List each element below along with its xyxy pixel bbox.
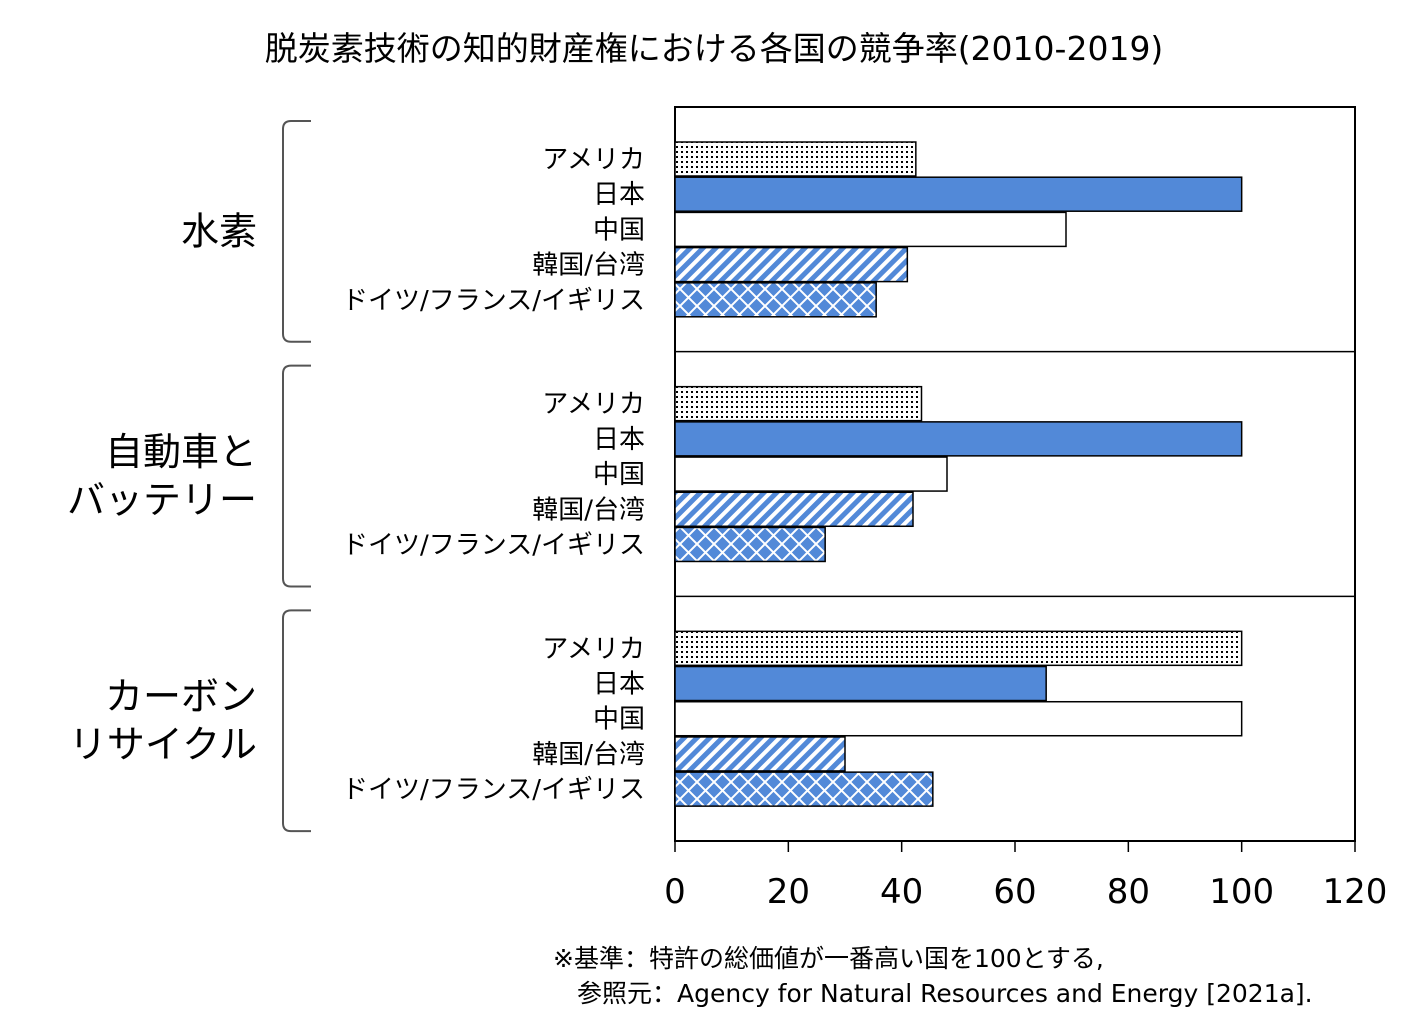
- note-criteria: ※基準：特許の総価値が一番高い国を100とする,: [553, 944, 1104, 973]
- bar: [674, 421, 1243, 457]
- bar: [674, 246, 909, 283]
- bar: [674, 665, 1047, 702]
- x-tick-label: 40: [880, 872, 923, 912]
- x-tick-label: 100: [1209, 872, 1274, 912]
- category-label: 中国: [593, 215, 645, 245]
- category-label: ドイツ/フランス/イギリス: [342, 530, 645, 560]
- category-label: 日本: [593, 180, 645, 210]
- x-tick-label: 20: [767, 872, 810, 912]
- bar: [674, 736, 846, 772]
- category-label: 韓国/台湾: [532, 495, 645, 525]
- group-label: カーボン: [105, 675, 257, 719]
- bar: [674, 700, 1243, 737]
- category-label: アメリカ: [542, 390, 645, 420]
- bar: [674, 211, 1067, 248]
- group-label: 水素: [181, 209, 257, 253]
- category-label: 日本: [593, 425, 645, 455]
- bar: [674, 630, 1243, 667]
- bar: [674, 456, 948, 492]
- bar: [674, 176, 1243, 212]
- category-label: 日本: [593, 670, 645, 700]
- bar: [674, 491, 914, 528]
- bar: [674, 526, 826, 563]
- group-bracket: [282, 609, 311, 833]
- group-label: 自動車と: [105, 430, 257, 474]
- bar: [674, 385, 923, 422]
- group-label: リサイクル: [69, 723, 257, 767]
- category-label: 韓国/台湾: [532, 740, 645, 770]
- group-bracket: [282, 120, 311, 343]
- note-source: 参照元：Agency for Natural Resources and Ene…: [577, 979, 1313, 1008]
- category-label: ドイツ/フランス/イギリス: [342, 775, 645, 805]
- category-label: アメリカ: [542, 145, 645, 175]
- category-label: 韓国/台湾: [532, 251, 645, 281]
- group-label: バッテリー: [67, 478, 257, 522]
- x-tick-label: 80: [1107, 872, 1150, 912]
- bar: [674, 141, 917, 177]
- x-tick-label: 60: [993, 872, 1036, 912]
- category-label: アメリカ: [542, 634, 645, 664]
- x-tick-label: 0: [664, 872, 686, 912]
- bar: [674, 771, 934, 807]
- category-label: 中国: [593, 460, 645, 490]
- bar: [674, 282, 877, 318]
- group-bracket: [282, 364, 311, 588]
- x-tick-label: 120: [1323, 872, 1388, 912]
- chart-title: 脱炭素技術の知的財産権における各国の競争率(2010-2019): [265, 29, 1164, 68]
- category-label: 中国: [593, 705, 645, 735]
- category-label: ドイツ/フランス/イギリス: [342, 286, 645, 316]
